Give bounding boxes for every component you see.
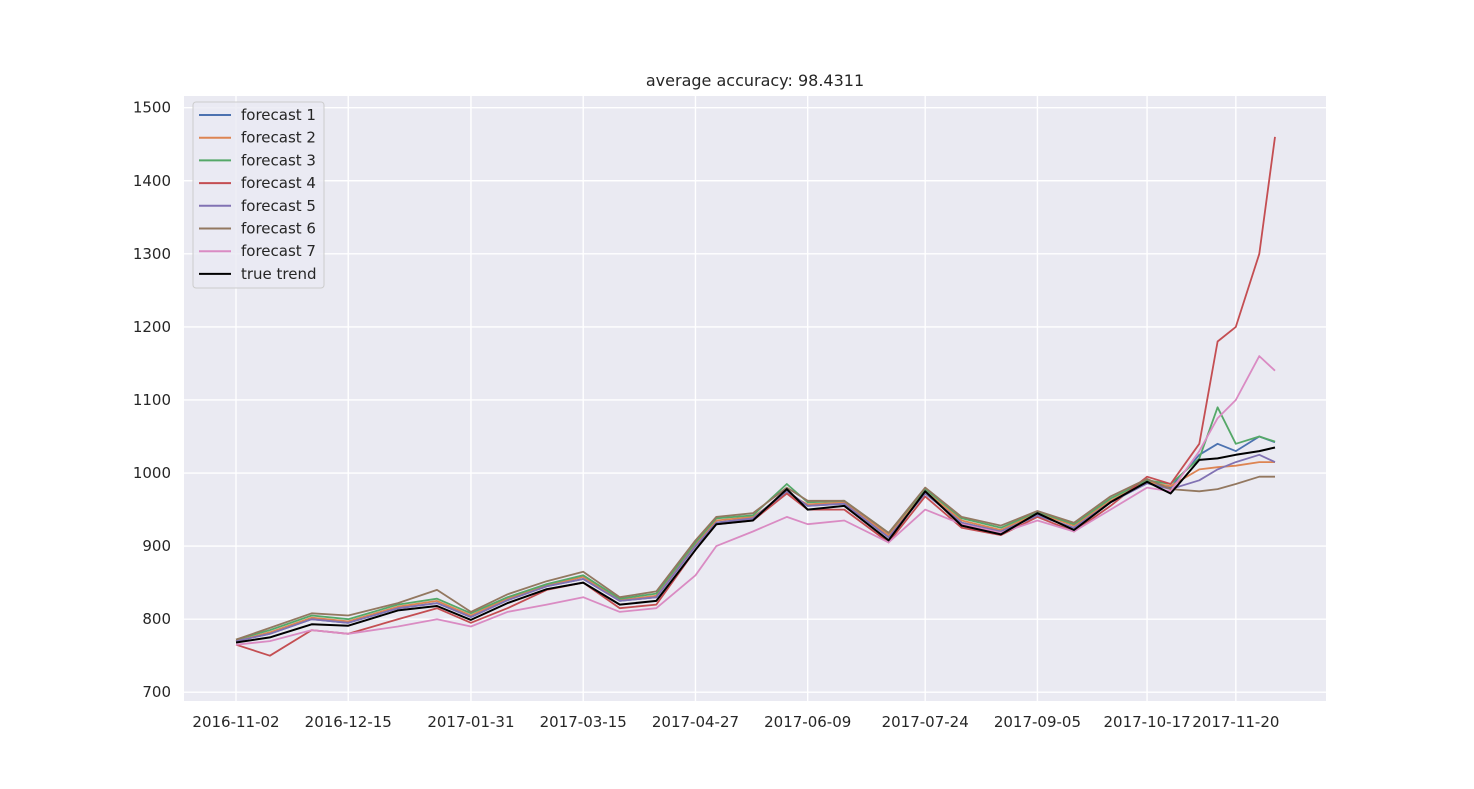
y-tick-label: 1300 bbox=[133, 245, 171, 263]
legend-label: forecast 2 bbox=[241, 129, 316, 147]
legend-label: true trend bbox=[241, 265, 317, 283]
legend-box bbox=[192, 101, 325, 289]
y-tick-label: 1500 bbox=[133, 99, 171, 117]
x-tick-label: 2017-09-05 bbox=[994, 713, 1081, 731]
x-tick-label: 2017-10-17 bbox=[1103, 713, 1190, 731]
y-tick-label: 700 bbox=[142, 683, 171, 701]
legend: forecast 1 forecast 2 forecast 3 forecast 4… bbox=[192, 101, 325, 289]
legend-label: forecast 6 bbox=[241, 220, 316, 238]
y-tick-label: 1100 bbox=[133, 391, 171, 409]
y-tick-label: 900 bbox=[142, 537, 171, 555]
x-tick-label: 2017-03-15 bbox=[540, 713, 627, 731]
series-line-forecast-4 bbox=[235, 136, 1276, 657]
x-tick-label: 2017-07-24 bbox=[882, 713, 969, 731]
series-line-true-trend bbox=[235, 446, 1276, 644]
x-axis: 2016-11-02 2016-12-15 2017-01-31 2017-03-15… bbox=[192, 713, 1279, 731]
legend-label: forecast 5 bbox=[241, 197, 316, 215]
x-tick-label: 2017-04-27 bbox=[652, 713, 739, 731]
y-axis: 700 800 900 1000 1100 1200 1300 1400 1500 bbox=[133, 99, 171, 702]
legend-label: forecast 1 bbox=[241, 106, 316, 124]
series-line-forecast-6 bbox=[235, 475, 1275, 641]
x-tick-label: 2017-01-31 bbox=[427, 713, 514, 731]
legend-label: forecast 7 bbox=[241, 242, 316, 260]
plot-area bbox=[184, 96, 1326, 701]
grid-lines bbox=[184, 96, 1326, 701]
y-tick-label: 800 bbox=[142, 610, 171, 628]
x-tick-label: 2016-12-15 bbox=[305, 713, 392, 731]
y-tick-label: 1400 bbox=[133, 172, 171, 190]
series-lines bbox=[235, 136, 1276, 657]
x-tick-label: 2017-06-09 bbox=[764, 713, 851, 731]
x-tick-label: 2017-11-20 bbox=[1192, 713, 1279, 731]
legend-label: forecast 3 bbox=[241, 151, 316, 169]
chart-title: average accuracy: 98.4311 bbox=[646, 71, 864, 90]
x-tick-label: 2016-11-02 bbox=[192, 713, 279, 731]
y-tick-label: 1000 bbox=[133, 464, 171, 482]
legend-label: forecast 4 bbox=[241, 174, 316, 192]
y-tick-label: 1200 bbox=[133, 318, 171, 336]
